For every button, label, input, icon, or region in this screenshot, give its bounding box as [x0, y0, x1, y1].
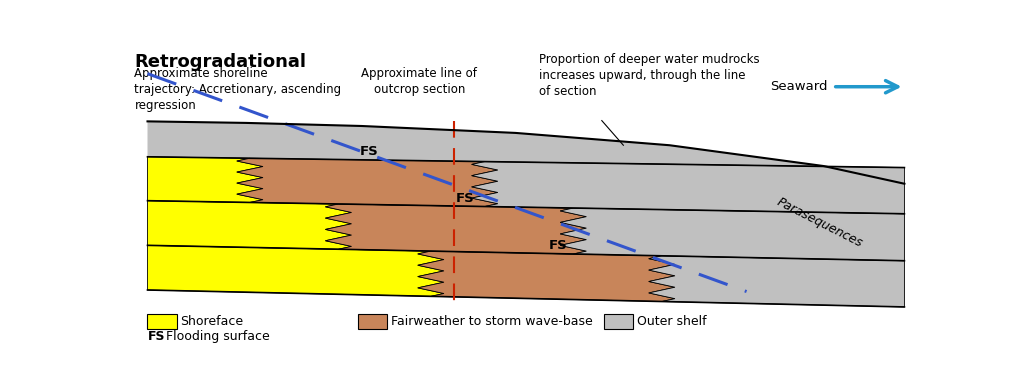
- Polygon shape: [649, 256, 904, 307]
- Text: Outer shelf: Outer shelf: [637, 315, 707, 328]
- Bar: [357, 314, 387, 329]
- Text: Fairweather to storm wave-base: Fairweather to storm wave-base: [391, 315, 593, 328]
- Polygon shape: [147, 121, 904, 307]
- Polygon shape: [147, 201, 351, 249]
- Polygon shape: [326, 204, 587, 254]
- Text: FS: FS: [549, 239, 567, 252]
- Bar: [604, 314, 634, 329]
- Text: Approximate line of
outcrop section: Approximate line of outcrop section: [361, 67, 477, 96]
- Polygon shape: [418, 251, 675, 301]
- Text: Seaward: Seaward: [770, 80, 827, 93]
- Text: Parasequences: Parasequences: [774, 195, 865, 249]
- Polygon shape: [147, 157, 263, 202]
- Polygon shape: [237, 158, 498, 207]
- Text: Flooding surface: Flooding surface: [159, 330, 270, 343]
- Text: FS: FS: [456, 192, 475, 205]
- Text: Retrogradational: Retrogradational: [134, 53, 306, 71]
- Bar: [147, 314, 177, 329]
- Text: Approximate shoreline
trajectory: Accretionary, ascending
regression: Approximate shoreline trajectory: Accret…: [134, 67, 342, 112]
- Text: Shoreface: Shoreface: [180, 315, 244, 328]
- Polygon shape: [472, 161, 904, 214]
- Text: Proportion of deeper water mudrocks
increases upward, through the line
of sectio: Proportion of deeper water mudrocks incr…: [539, 53, 759, 98]
- Polygon shape: [560, 208, 904, 261]
- Polygon shape: [147, 245, 444, 296]
- Text: FS: FS: [359, 145, 379, 158]
- Text: FS: FS: [147, 330, 165, 343]
